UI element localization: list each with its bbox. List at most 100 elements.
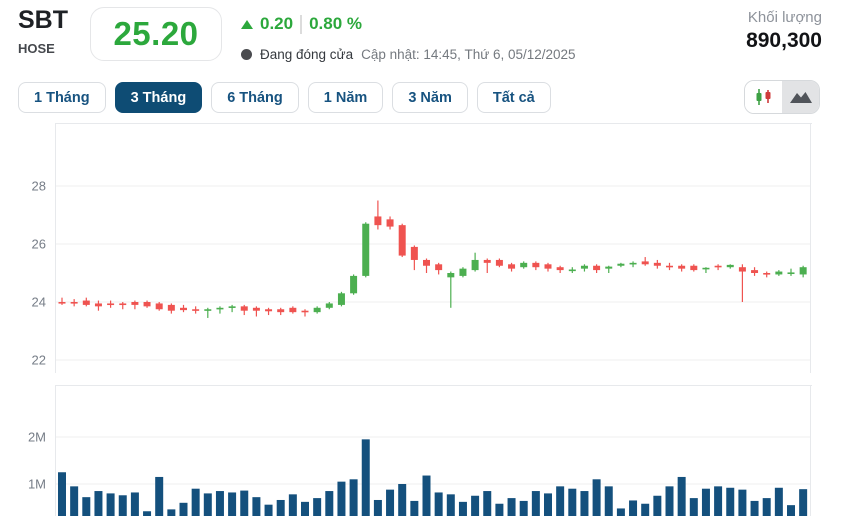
volume-bar bbox=[689, 498, 698, 516]
tab-3-months[interactable]: 3 Tháng bbox=[114, 82, 203, 113]
candle-body bbox=[301, 310, 309, 313]
candle-body bbox=[423, 259, 430, 266]
market-status-dot-icon bbox=[241, 49, 252, 60]
volume-bar bbox=[337, 481, 346, 516]
candle-body bbox=[131, 302, 139, 305]
candle-body bbox=[374, 216, 382, 226]
volume-bar bbox=[398, 484, 407, 516]
candle-body bbox=[192, 309, 200, 311]
volume-bar bbox=[361, 439, 370, 516]
volume-bar bbox=[556, 486, 565, 516]
volume-bar bbox=[252, 497, 261, 516]
candle-body bbox=[435, 264, 443, 271]
tab-1-month[interactable]: 1 Tháng bbox=[18, 82, 106, 113]
candle-body bbox=[714, 265, 722, 268]
volume-bar bbox=[167, 509, 176, 516]
candlestick-icon bbox=[756, 89, 770, 105]
price-axis-tick-label: 28 bbox=[32, 179, 46, 194]
candle-body bbox=[690, 265, 698, 271]
candle-body bbox=[167, 304, 175, 311]
candle-body bbox=[483, 259, 491, 263]
candle-body bbox=[228, 306, 236, 308]
volume-bar bbox=[653, 495, 662, 516]
candle-body bbox=[143, 302, 151, 307]
candle-body bbox=[386, 219, 394, 227]
volume-bar bbox=[240, 490, 249, 516]
volume-bar bbox=[714, 486, 723, 516]
volume-bar bbox=[641, 503, 650, 516]
tab-3-years[interactable]: 3 Năm bbox=[392, 82, 468, 113]
tab-1-year[interactable]: 1 Năm bbox=[307, 82, 384, 113]
volume-bar bbox=[143, 511, 152, 516]
last-updated-text: Cập nhật: 14:45, Thứ 6, 05/12/2025 bbox=[361, 47, 576, 62]
volume-value: 890,300 bbox=[746, 29, 822, 52]
volume-bar bbox=[373, 499, 382, 516]
candle-body bbox=[508, 264, 516, 269]
volume-bar bbox=[264, 504, 273, 516]
volume-bar bbox=[434, 492, 443, 516]
candle-body bbox=[107, 303, 115, 306]
volume-bar bbox=[386, 489, 395, 516]
candle-body bbox=[180, 307, 187, 311]
volume-bar bbox=[228, 492, 237, 516]
volume-bar bbox=[799, 489, 808, 516]
volume-bar bbox=[118, 495, 127, 516]
candle-body bbox=[763, 273, 771, 275]
candle-body bbox=[678, 265, 686, 269]
volume-bar bbox=[203, 493, 212, 516]
candle-body bbox=[702, 267, 710, 270]
price-change: 0.20 bbox=[260, 14, 294, 33]
market-status-row: Đang đóng cửa Cập nhật: 14:45, Thứ 6, 05… bbox=[241, 47, 576, 62]
volume-bar bbox=[179, 502, 188, 516]
volume-bar bbox=[349, 479, 358, 516]
area-view-button[interactable] bbox=[782, 81, 819, 113]
volume-bar bbox=[519, 500, 528, 516]
range-tabs: 1 Tháng 3 Tháng 6 Tháng 1 Năm 3 Năm Tất cả bbox=[18, 82, 551, 113]
volume-axis-tick-label: 2M bbox=[28, 430, 46, 445]
tab-6-months[interactable]: 6 Tháng bbox=[211, 82, 299, 113]
change-separator bbox=[300, 14, 303, 34]
candle-body bbox=[568, 269, 576, 272]
candle-body bbox=[629, 262, 637, 265]
candle-body bbox=[495, 259, 503, 266]
candle-body bbox=[240, 306, 248, 311]
volume-bar bbox=[665, 486, 674, 516]
volume-bar bbox=[604, 486, 613, 516]
volume-bar bbox=[738, 489, 747, 516]
candle-body bbox=[398, 225, 406, 256]
candle-body bbox=[799, 267, 807, 275]
volume-bar bbox=[94, 491, 103, 516]
price-volume-chart-canvas[interactable]: 28 26 24 22 2M 1M bbox=[0, 123, 843, 516]
candle-body bbox=[70, 302, 78, 304]
volume-bar bbox=[592, 479, 601, 516]
candle-body bbox=[532, 262, 540, 268]
candle-body bbox=[447, 273, 455, 278]
candle-body bbox=[580, 265, 588, 269]
price-axis-tick-label: 24 bbox=[32, 295, 46, 310]
candle-body bbox=[277, 309, 285, 313]
candle-body bbox=[265, 309, 273, 312]
volume-bar bbox=[215, 491, 224, 516]
arrow-up-icon bbox=[241, 19, 253, 29]
volume-bar bbox=[410, 500, 419, 516]
candle-body bbox=[252, 307, 260, 311]
price-box: 25.20 bbox=[90, 7, 222, 61]
candlestick-view-button[interactable] bbox=[745, 81, 782, 113]
volume-bar bbox=[313, 498, 322, 516]
exchange-label: HOSE bbox=[18, 41, 55, 56]
candle-body bbox=[520, 262, 528, 268]
volume-axis-tick-label: 1M bbox=[28, 477, 46, 492]
candle-body bbox=[751, 270, 759, 273]
volume-bar bbox=[507, 498, 516, 516]
volume-bar bbox=[726, 487, 735, 516]
volume-bar bbox=[568, 488, 577, 516]
volume-bar bbox=[580, 491, 589, 516]
candle-body bbox=[337, 293, 345, 305]
volume-bar bbox=[774, 487, 783, 516]
volume-bar bbox=[787, 505, 795, 516]
volume-label: Khối lượng bbox=[747, 9, 822, 26]
candle-body bbox=[593, 265, 601, 271]
tab-all[interactable]: Tất cả bbox=[476, 82, 551, 113]
volume-bar bbox=[495, 503, 504, 516]
